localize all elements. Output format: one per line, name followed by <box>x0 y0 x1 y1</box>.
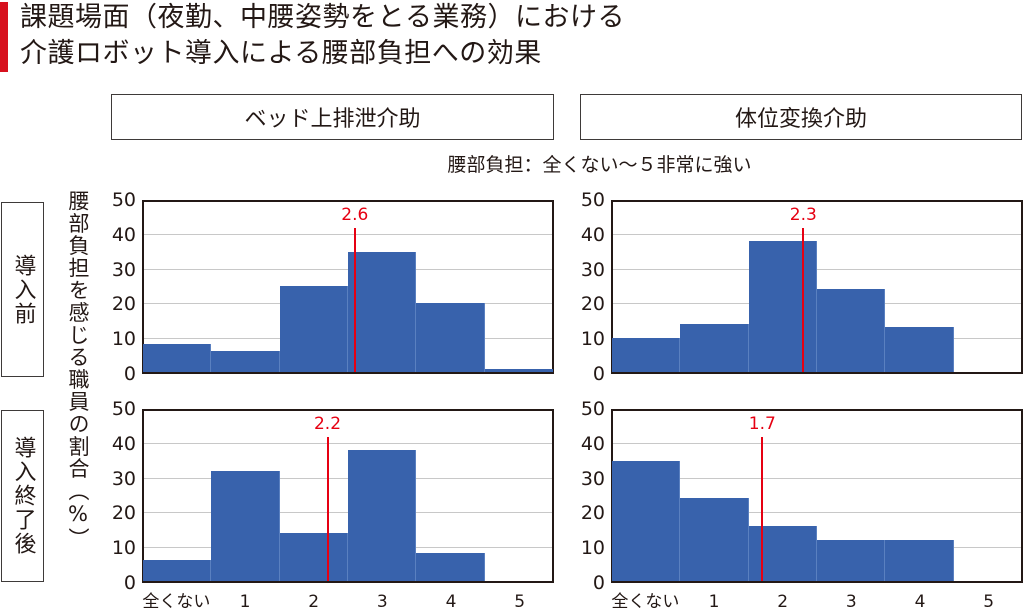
y-tick-label: 10 <box>580 328 605 351</box>
y-axis-ticks: 50 40 30 20 10 0 <box>571 190 605 384</box>
y-tick-label: 20 <box>111 502 136 525</box>
scale-note: 腰部負担：全くない〜５非常に強い <box>447 154 752 176</box>
histogram-bar <box>143 344 212 372</box>
histogram-bar <box>680 323 749 372</box>
histogram-bar <box>680 498 749 581</box>
y-tick-label: 0 <box>123 363 136 385</box>
histogram-bar <box>817 289 886 372</box>
column-header-label: 体位変換介助 <box>734 107 867 132</box>
gridline <box>613 477 1021 479</box>
histogram-bar <box>748 241 817 372</box>
row-label-after: 導入終了後 <box>1 410 44 582</box>
column-header-bed-excretion: ベッド上排泄介助 <box>111 94 554 140</box>
gridline <box>144 234 552 236</box>
title-accent-bar <box>0 2 8 72</box>
y-tick-label: 50 <box>111 398 136 420</box>
row-label-text: 導入終了後 <box>10 436 36 556</box>
y-tick-label: 20 <box>580 293 605 316</box>
y-tick-label: 30 <box>580 258 605 281</box>
gridline <box>613 268 1021 270</box>
gridline <box>144 443 552 445</box>
x-tick-label: 5 <box>983 592 995 612</box>
histogram-bar <box>748 525 817 581</box>
y-tick-label: 30 <box>111 258 136 281</box>
histogram-bar <box>211 470 280 581</box>
page-title: 課題場面（夜勤、中腰姿勢をとる業務）における 介護ロボット導入による腰部負担への… <box>20 0 625 72</box>
x-tick-label: 5 <box>514 592 526 612</box>
y-tick-label: 10 <box>111 328 136 351</box>
gridline <box>613 443 1021 445</box>
histogram-position-change-before: 2.3 <box>611 200 1023 374</box>
histogram-bar <box>279 286 348 372</box>
histogram-bar <box>416 303 485 372</box>
x-tick-label: 1 <box>708 592 720 612</box>
column-header-label: ベッド上排泄介助 <box>244 107 421 132</box>
mean-marker-label: 2.6 <box>341 205 369 225</box>
x-tick-label: 4 <box>445 592 457 612</box>
histogram-bed-excretion-after: 2.2 <box>142 409 554 583</box>
histogram-bar <box>348 251 417 372</box>
gridline <box>613 512 1021 514</box>
title-line-2: 介護ロボット導入による腰部負担への効果 <box>20 38 542 69</box>
y-tick-label: 40 <box>111 432 136 455</box>
y-tick-label: 50 <box>580 189 605 211</box>
title-line-1: 課題場面（夜勤、中腰姿勢をとる業務）における <box>20 2 625 33</box>
histogram-bar <box>612 460 681 581</box>
mean-marker-label: 1.7 <box>748 414 776 434</box>
x-tick-label: 3 <box>376 592 388 612</box>
y-tick-label: 10 <box>580 537 605 560</box>
y-tick-label: 30 <box>580 467 605 490</box>
histogram-bar <box>885 539 954 581</box>
histogram-bar <box>143 560 212 581</box>
x-tick-label: 全くない <box>611 592 680 612</box>
y-tick-label: 0 <box>123 572 136 594</box>
gridline <box>613 234 1021 236</box>
mean-marker-line <box>802 228 805 372</box>
mean-marker-label: 2.2 <box>313 414 342 434</box>
y-tick-label: 50 <box>111 189 136 211</box>
histogram-bar <box>279 532 348 581</box>
histogram-position-change-after: 1.7 <box>611 409 1023 583</box>
histogram-bed-excretion-before: 2.6 <box>142 200 554 374</box>
x-tick-label: 4 <box>914 592 926 612</box>
y-tick-label: 0 <box>592 572 605 594</box>
x-tick-label: 全くない <box>142 592 211 612</box>
histogram-bar <box>416 553 485 581</box>
row-label-before: 導入前 <box>1 202 44 377</box>
mean-marker-label: 2.3 <box>789 205 817 225</box>
y-axis-title: 腰部負担を感じる職員の割合（%） <box>66 190 90 550</box>
mean-marker-line <box>761 437 764 581</box>
histogram-bar <box>484 368 553 372</box>
y-tick-label: 10 <box>111 537 136 560</box>
y-tick-label: 40 <box>580 223 605 246</box>
mean-marker-line <box>326 437 329 581</box>
y-axis-ticks: 50 40 30 20 10 0 <box>571 399 605 593</box>
x-tick-label: 1 <box>239 592 251 612</box>
y-tick-label: 20 <box>580 502 605 525</box>
y-tick-label: 20 <box>111 293 136 316</box>
y-axis-ticks: 50 40 30 20 10 0 <box>102 190 136 384</box>
y-tick-label: 40 <box>111 223 136 246</box>
y-axis-ticks: 50 40 30 20 10 0 <box>102 399 136 593</box>
x-tick-label: 3 <box>845 592 857 612</box>
histogram-bar <box>817 539 886 581</box>
x-axis-ticks: 全くない 1 2 3 4 5 <box>142 592 554 614</box>
histogram-bar <box>211 351 280 372</box>
column-header-position-change: 体位変換介助 <box>580 94 1022 140</box>
row-label-text: 導入前 <box>10 253 36 326</box>
y-tick-label: 40 <box>580 432 605 455</box>
y-tick-label: 30 <box>111 467 136 490</box>
histogram-bar <box>885 327 954 372</box>
y-tick-label: 50 <box>580 398 605 420</box>
histogram-bar <box>612 337 681 372</box>
mean-marker-line <box>353 228 356 372</box>
y-tick-label: 0 <box>592 363 605 385</box>
x-axis-ticks: 全くない 1 2 3 4 5 <box>611 592 1023 614</box>
x-tick-label: 2 <box>777 592 789 612</box>
x-tick-label: 2 <box>308 592 320 612</box>
histogram-bar <box>348 450 417 581</box>
